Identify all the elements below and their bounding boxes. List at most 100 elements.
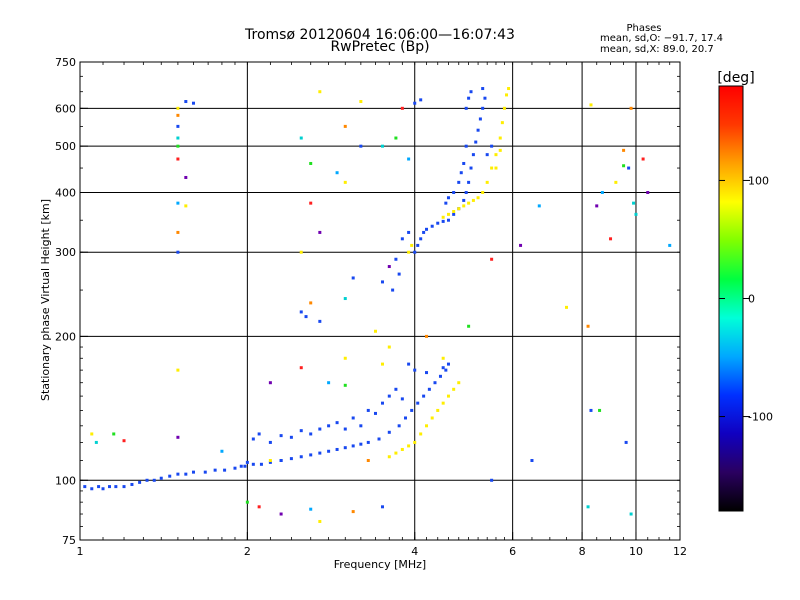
data-point-o bbox=[259, 462, 263, 466]
data-point-o bbox=[83, 485, 87, 489]
data-point-o bbox=[184, 100, 188, 104]
data-point-x bbox=[430, 416, 434, 420]
data-point-x bbox=[373, 329, 377, 333]
data-point-noise bbox=[335, 171, 339, 175]
data-point-noise bbox=[343, 383, 347, 387]
data-point-o bbox=[101, 487, 105, 491]
data-point-noise bbox=[299, 136, 303, 140]
data-point-o bbox=[413, 250, 417, 254]
phases-stats-x: mean, sd,X: 89.0, 20.7 bbox=[600, 44, 714, 55]
data-point-x bbox=[505, 93, 509, 97]
data-point-noise bbox=[279, 512, 283, 516]
data-point-o bbox=[373, 411, 377, 415]
data-point-o bbox=[299, 429, 303, 433]
data-point-noise bbox=[343, 180, 347, 184]
data-point-noise bbox=[629, 512, 633, 516]
data-point-noise bbox=[624, 440, 628, 444]
data-point-o bbox=[481, 106, 485, 110]
data-point-o bbox=[268, 440, 272, 444]
data-point-x bbox=[410, 243, 414, 247]
data-point-o bbox=[304, 315, 308, 319]
data-point-o bbox=[299, 455, 303, 459]
data-point-o bbox=[130, 482, 134, 486]
data-point-noise bbox=[595, 204, 599, 208]
data-point-noise bbox=[351, 276, 355, 280]
data-point-o bbox=[441, 219, 445, 223]
x-tick-label: 4 bbox=[411, 545, 418, 558]
data-point-x bbox=[490, 166, 494, 170]
data-point-x bbox=[359, 100, 363, 104]
data-point-x bbox=[494, 153, 498, 157]
data-point-o bbox=[152, 478, 156, 482]
data-point-o bbox=[474, 140, 478, 144]
y-tick-label: 400 bbox=[55, 186, 76, 199]
data-point-o bbox=[279, 434, 283, 438]
data-point-o bbox=[309, 453, 313, 457]
data-point-o bbox=[400, 237, 404, 241]
data-point-x bbox=[400, 447, 404, 451]
data-point-o bbox=[279, 458, 283, 462]
data-point-o bbox=[425, 227, 429, 231]
data-point-x bbox=[462, 204, 466, 208]
data-point-o bbox=[245, 460, 249, 464]
x-tick-label: 8 bbox=[579, 545, 586, 558]
data-point-o bbox=[457, 180, 461, 184]
x-tick-label: 6 bbox=[509, 545, 516, 558]
y-tick-label: 75 bbox=[62, 534, 76, 547]
data-point-noise bbox=[407, 157, 411, 161]
data-point-o bbox=[394, 257, 398, 261]
data-point-o bbox=[446, 218, 450, 222]
data-point-noise bbox=[112, 432, 116, 436]
data-point-o bbox=[239, 464, 243, 468]
data-point-o bbox=[108, 485, 112, 489]
data-point-noise bbox=[646, 190, 650, 194]
data-point-x bbox=[502, 106, 506, 110]
data-point-o bbox=[191, 101, 195, 105]
data-point-o bbox=[289, 435, 293, 439]
phases-heading: Phases bbox=[626, 23, 662, 34]
data-point-noise bbox=[598, 408, 602, 412]
data-point-x bbox=[467, 201, 471, 205]
data-point-x bbox=[485, 180, 489, 184]
data-point-noise bbox=[441, 356, 445, 360]
data-point-noise bbox=[634, 212, 638, 216]
data-point-noise bbox=[380, 362, 384, 366]
data-point-o bbox=[410, 408, 414, 412]
data-point-noise bbox=[176, 435, 180, 439]
data-point-o bbox=[400, 397, 404, 401]
data-point-o bbox=[351, 444, 355, 448]
data-point-o bbox=[476, 128, 480, 132]
data-point-o bbox=[485, 153, 489, 157]
x-tick-label: 10 bbox=[629, 545, 643, 558]
data-point-noise bbox=[176, 250, 180, 254]
data-point-o bbox=[268, 460, 272, 464]
data-point-noise bbox=[565, 305, 569, 309]
data-point-o bbox=[416, 401, 420, 405]
data-point-noise bbox=[318, 230, 322, 234]
data-point-o bbox=[366, 408, 370, 412]
data-point-noise bbox=[176, 201, 180, 205]
data-point-o bbox=[425, 371, 429, 375]
data-point-x bbox=[494, 166, 498, 170]
data-point-o bbox=[335, 447, 339, 451]
data-point-o bbox=[335, 421, 339, 425]
data-point-o bbox=[387, 430, 391, 434]
data-point-o bbox=[469, 166, 473, 170]
data-point-o bbox=[387, 394, 391, 398]
data-point-o bbox=[462, 198, 466, 202]
data-point-o bbox=[427, 387, 431, 391]
data-point-x bbox=[441, 215, 445, 219]
data-point-o bbox=[309, 432, 313, 436]
data-point-o bbox=[122, 485, 126, 489]
data-point-x bbox=[318, 90, 322, 94]
data-point-noise bbox=[318, 519, 322, 523]
data-point-noise bbox=[380, 144, 384, 148]
data-point-o bbox=[138, 480, 142, 484]
data-point-noise bbox=[600, 190, 604, 194]
data-point-noise bbox=[351, 510, 355, 514]
data-point-noise bbox=[94, 440, 98, 444]
plot-frame bbox=[79, 61, 681, 541]
data-point-noise bbox=[519, 243, 523, 247]
x-tick-label: 2 bbox=[244, 545, 251, 558]
